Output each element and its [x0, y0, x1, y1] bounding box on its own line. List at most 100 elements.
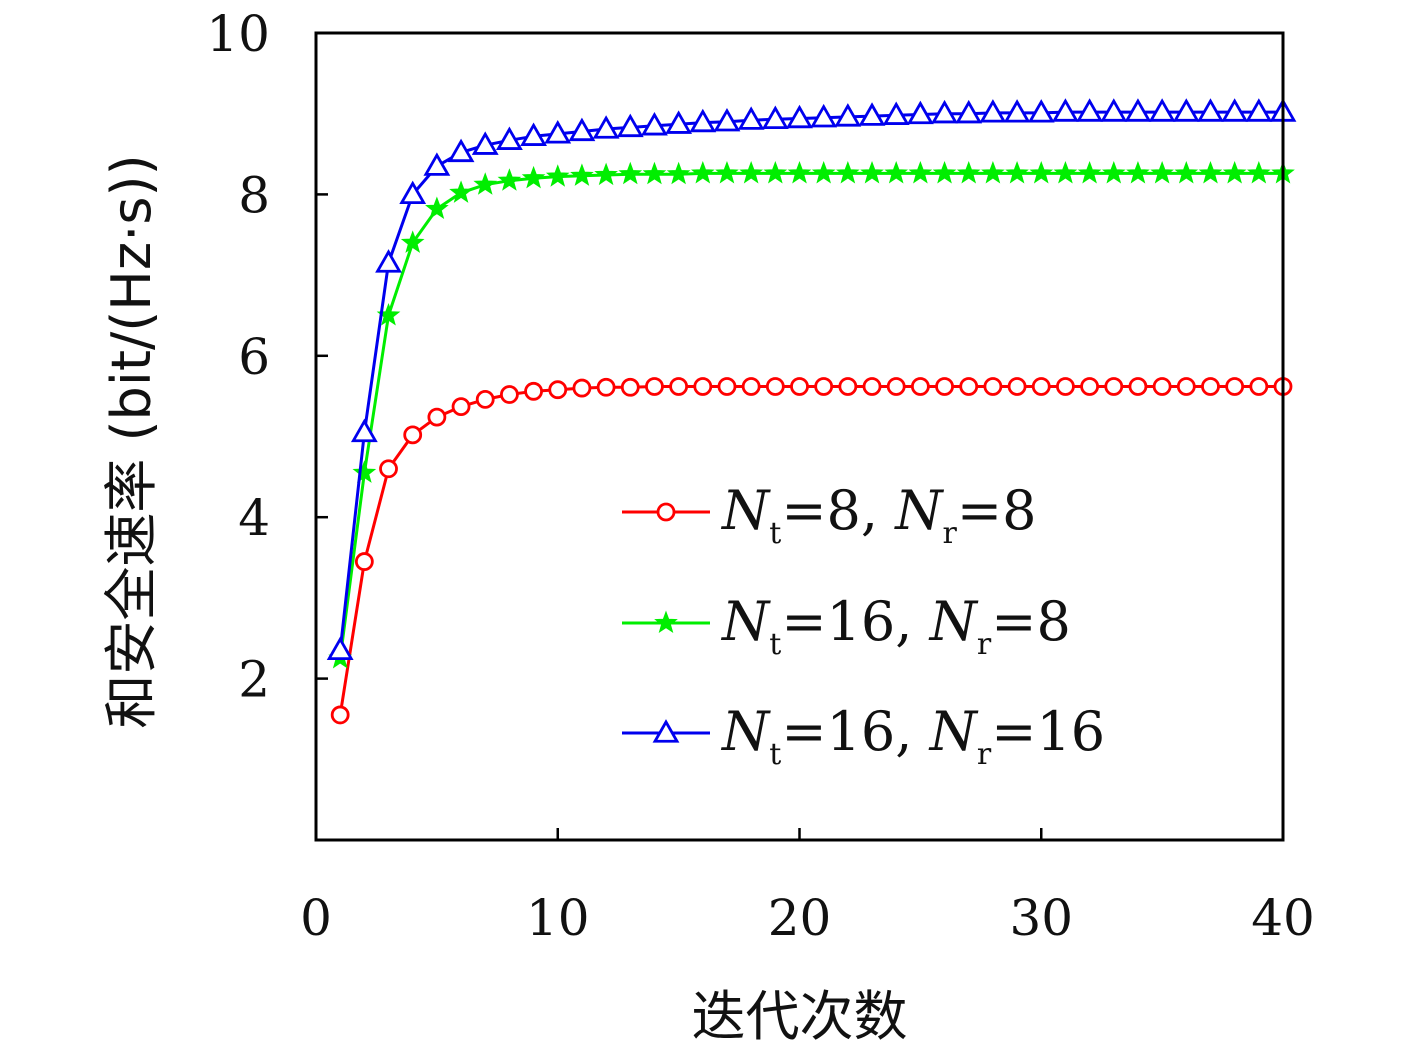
data-point-star: [1150, 160, 1174, 184]
data-point-triangle: [447, 138, 475, 163]
data-point-circle: [1249, 377, 1269, 396]
legend-label-part: N: [720, 479, 771, 542]
data-point-star: [1174, 160, 1199, 184]
x-tick-label: 30: [1009, 889, 1073, 947]
series-line: [338, 171, 1283, 659]
data-point-star: [836, 160, 860, 184]
data-point-star: [1198, 160, 1223, 184]
data-point-triangle: [544, 120, 572, 144]
data-point-star: [932, 160, 957, 184]
data-point-triangle: [1172, 98, 1200, 122]
data-point-star: [642, 161, 667, 185]
data-point-star: [981, 160, 1005, 184]
x-tick-label: 40: [1251, 889, 1315, 947]
legend-label-part: N: [720, 700, 771, 763]
data-point-star: [618, 161, 643, 185]
data-point-triangle: [399, 180, 427, 205]
data-point-triangle: [1221, 98, 1249, 122]
plot-marks: [326, 98, 1297, 725]
data-point-star: [739, 160, 763, 184]
y-tick-label: 8: [238, 166, 270, 224]
data-point-circle: [499, 385, 519, 404]
data-point-triangle: [979, 99, 1007, 123]
data-point-circle: [1152, 377, 1172, 396]
data-point-star: [473, 172, 498, 195]
data-point-star: [666, 161, 691, 185]
data-point-star: [545, 164, 570, 187]
data-point-triangle: [713, 107, 741, 132]
data-point-triangle: [955, 99, 983, 124]
y-tick-label: 4: [238, 489, 270, 547]
legend-label-part: =16,: [781, 590, 929, 653]
data-point-triangle: [689, 108, 717, 133]
legend-label-part: N: [720, 590, 771, 653]
y-tick-label: 6: [238, 328, 270, 386]
data-point-triangle: [786, 104, 813, 129]
data-point-star: [811, 160, 836, 184]
data-point-circle: [451, 397, 471, 417]
data-point-triangle: [665, 110, 693, 134]
legend-label-part: r: [977, 627, 992, 662]
data-point-circle: [862, 377, 882, 396]
data-point-circle: [403, 425, 423, 445]
data-point-star: [497, 168, 522, 191]
data-point-circle: [620, 377, 640, 397]
legend-label-part: t: [769, 627, 781, 662]
data-point-star: [449, 180, 473, 203]
data-point-circle: [983, 377, 1003, 396]
data-point-triangle: [1245, 98, 1273, 122]
series-3: [326, 98, 1297, 661]
data-point-star: [352, 460, 377, 483]
data-point-circle: [379, 459, 398, 479]
legend-label-part: N: [928, 590, 979, 653]
data-point-star: [715, 160, 739, 184]
data-point-triangle: [834, 103, 862, 127]
data-point-circle: [1176, 377, 1196, 396]
series-line: [338, 385, 1283, 716]
series-1: [330, 377, 1293, 725]
data-point-star: [763, 160, 788, 184]
data-point-triangle: [1003, 99, 1031, 123]
data-point-star: [1222, 160, 1247, 184]
data-point-circle: [910, 377, 930, 396]
data-point-triangle: [350, 418, 378, 443]
data-point-circle: [1104, 377, 1124, 396]
data-point-star: [1077, 160, 1102, 184]
legend-item: Nt=8, Nr=8: [622, 479, 1036, 551]
data-point-star: [787, 160, 812, 184]
data-point-star: [1101, 160, 1126, 184]
legend-label-part: =8: [957, 479, 1037, 542]
legend-label-part: =8,: [781, 479, 895, 542]
data-point-circle: [741, 377, 761, 396]
legend: Nt=8, Nr=8Nt=16, Nr=8Nt=16, Nr=16: [622, 479, 1105, 772]
data-point-triangle: [423, 152, 451, 176]
legend-item: Nt=16, Nr=16: [622, 700, 1105, 772]
data-point-triangle: [1027, 99, 1055, 123]
data-point-triangle: [931, 99, 958, 124]
data-point-star: [690, 160, 715, 184]
data-point-circle: [354, 552, 374, 571]
x-tick-label: 20: [768, 889, 832, 947]
legend-label-part: =8: [991, 590, 1071, 653]
data-point-triangle: [495, 126, 523, 150]
data-point-circle: [838, 377, 858, 396]
legend-label-part: N: [928, 700, 979, 763]
y-tick-label: 2: [238, 651, 270, 709]
data-point-circle: [1007, 377, 1027, 396]
data-point-circle: [427, 407, 447, 427]
data-point-star: [1005, 160, 1029, 184]
legend-label-part: r: [943, 516, 958, 551]
x-axis-title: 迭代次数: [692, 985, 908, 1048]
data-point-triangle: [592, 115, 620, 139]
legend-label-part: =16,: [781, 700, 929, 763]
data-point-circle: [645, 377, 664, 396]
data-point-triangle: [906, 100, 934, 125]
y-axis-title: 和安全速率 (bit/(Hz·s)): [100, 154, 163, 728]
data-point-circle: [765, 377, 785, 396]
data-point-triangle: [1052, 98, 1079, 122]
data-point-star: [860, 160, 884, 184]
data-point-triangle: [375, 249, 402, 273]
data-point-triangle: [616, 113, 644, 138]
data-point-circle: [548, 380, 568, 400]
data-point-triangle: [1148, 98, 1176, 122]
